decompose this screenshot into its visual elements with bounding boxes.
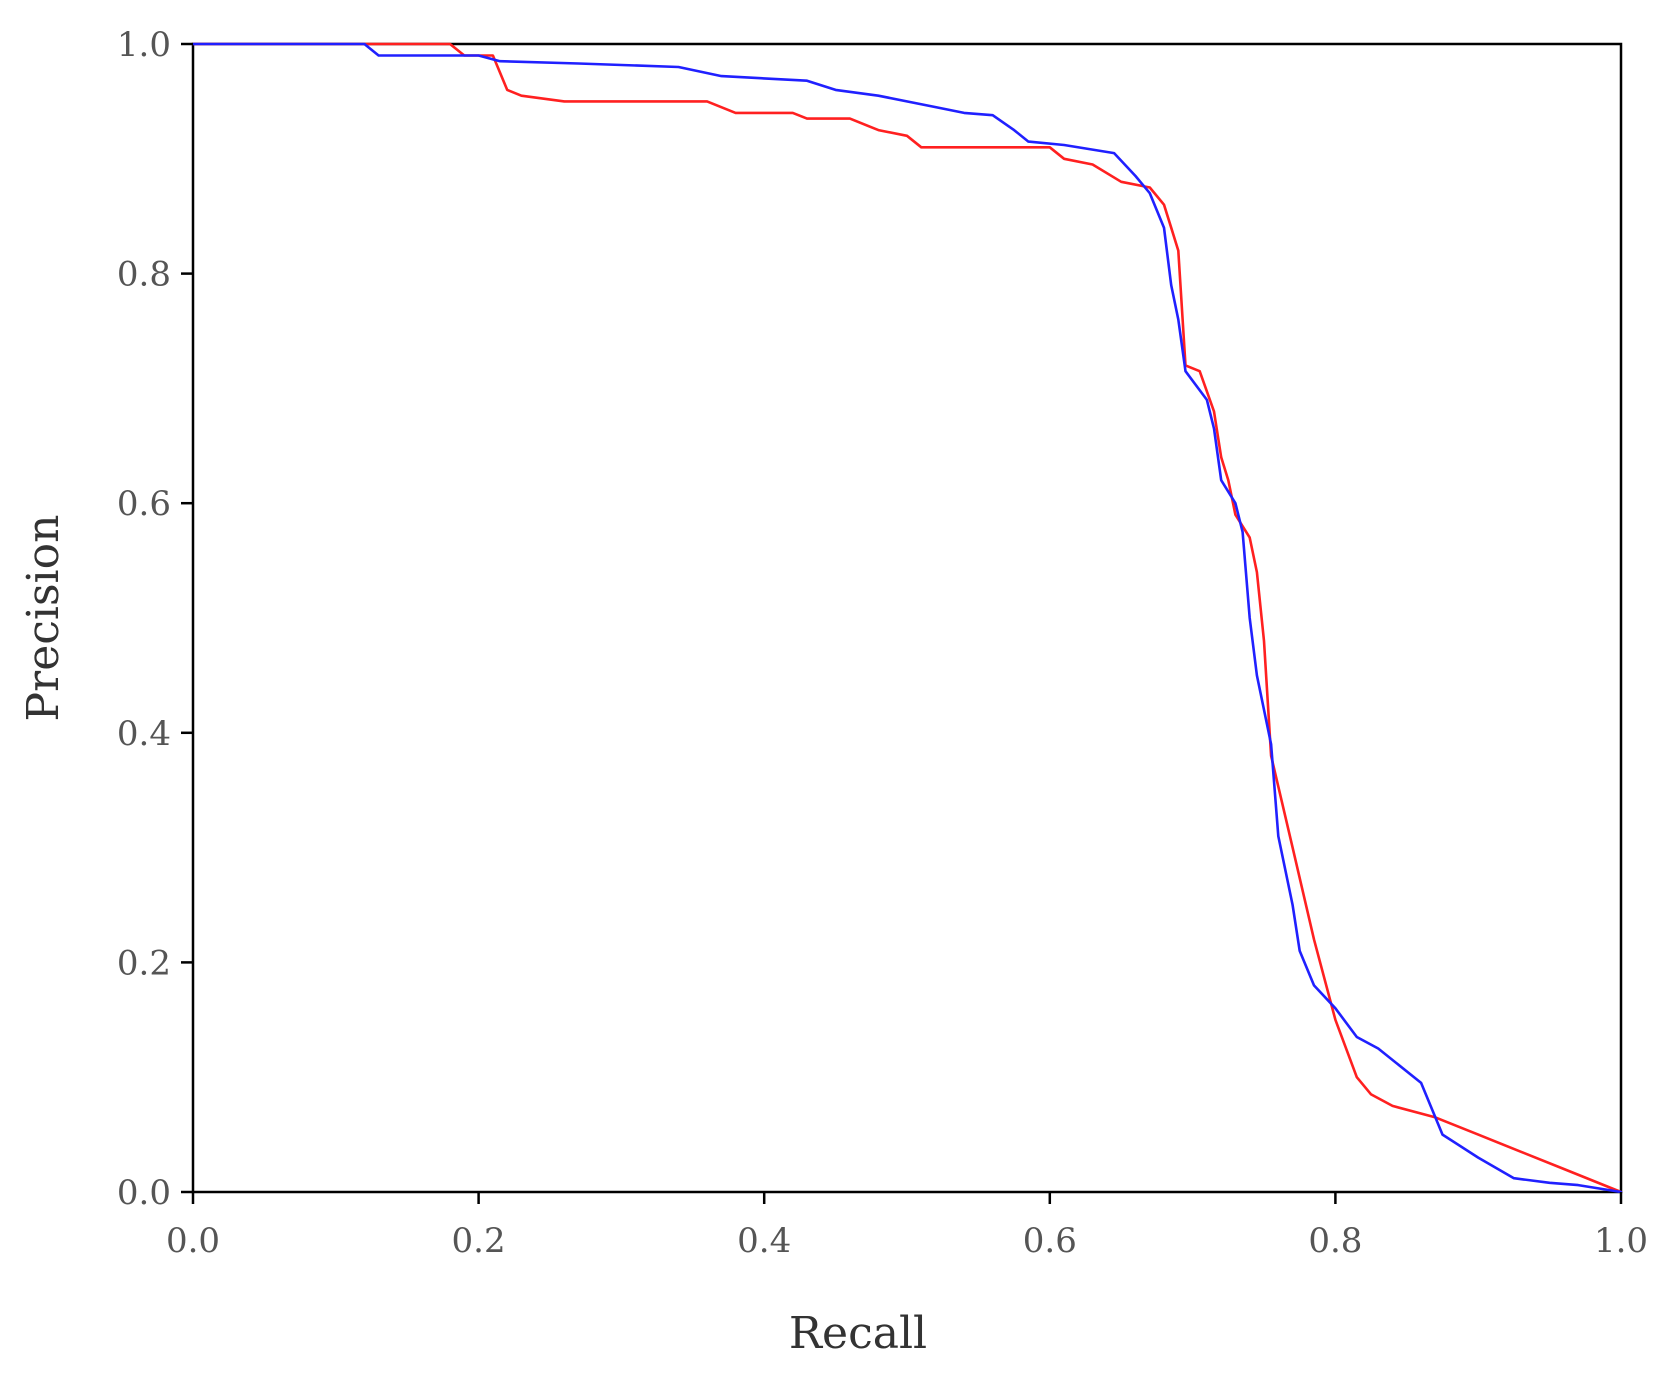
y-tick-label: 0.6 [117,484,171,524]
x-tick-label: 0.4 [737,1221,791,1261]
y-tick-label: 0.2 [117,943,171,983]
x-tick-label: 1.0 [1594,1221,1648,1261]
y-axis-title: Precision [18,515,69,722]
series-line-2 [191,42,1623,1194]
x-tick-label: 0.8 [1308,1221,1362,1261]
y-tick-label: 0.4 [117,714,171,754]
plot-frame [191,42,1623,1194]
series-layer [191,42,1623,1194]
series-line-1 [191,42,1623,1194]
y-tick-label: 0.8 [117,255,171,295]
x-tick-label: 0.6 [1023,1221,1077,1261]
y-tick-label: 0.0 [117,1173,171,1213]
axes [191,42,1623,1194]
x-tick-label: 0.2 [452,1221,506,1261]
x-tick-label: 0.0 [166,1221,220,1261]
ticks-layer: 0.0 0.2 0.4 0.6 0.8 1.0 0.0 0.2 0.4 0.6 0.8 1.0 [117,25,1648,1261]
x-axis-title: Recall [789,1308,927,1359]
y-tick-label: 1.0 [117,25,171,65]
